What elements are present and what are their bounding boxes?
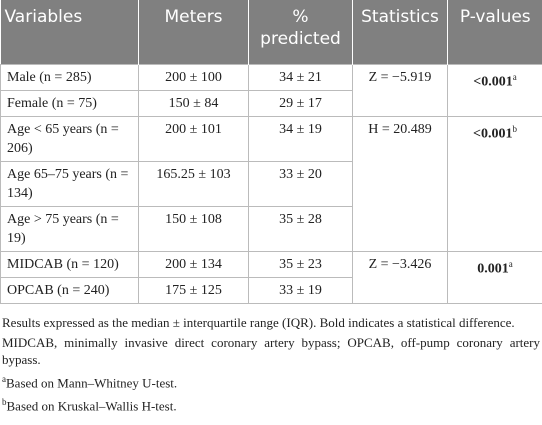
- footnote-text: Based on Kruskal–Wallis H-test.: [6, 398, 177, 414]
- table-cell: 33 ± 20: [248, 161, 353, 207]
- header-cell: Variables: [0, 0, 139, 65]
- footnote: aBased on Mann–Whitney U-test.: [2, 371, 540, 391]
- table-cell: 150 ± 84: [138, 90, 249, 117]
- p-value-cell: 0.001a: [447, 251, 542, 304]
- table-cell: OPCAB (n = 240): [0, 277, 139, 304]
- table-cell: 33 ± 19: [248, 277, 353, 304]
- footnote-marker: b: [2, 397, 7, 408]
- footnote: bBased on Kruskal–Wallis H-test.: [2, 394, 540, 414]
- header-cell: % predicted: [248, 0, 353, 65]
- table-row: Female (n = 75) 150 ± 84 29 ± 17: [0, 90, 542, 117]
- table-cell: Age 65–75 years (n = 134): [0, 161, 139, 207]
- p-value: <0.001: [473, 126, 513, 142]
- footnote-line: Results expressed as the median ± interq…: [2, 315, 515, 330]
- statistic-cell: H = 20.489: [352, 116, 448, 252]
- header-cell: Statistics: [352, 0, 448, 65]
- table-cell: 200 ± 134: [138, 251, 249, 278]
- table-cell: 165.25 ± 103: [138, 161, 249, 207]
- footnote-marker: b: [512, 124, 517, 134]
- p-value-cell: <0.001b: [447, 116, 542, 252]
- table-cell: Age < 65 years (n = 206): [0, 116, 139, 162]
- footnotes: Results expressed as the median ± interq…: [0, 304, 542, 415]
- footnote-marker: a: [512, 72, 517, 82]
- p-value-cell: <0.001a: [447, 64, 542, 117]
- table-cell: MIDCAB (n = 120): [0, 251, 139, 278]
- footnote-text: Based on Mann–Whitney U-test.: [6, 375, 178, 391]
- header-row: Variables Meters% predicted Statistics P-va…: [0, 0, 542, 65]
- p-value: <0.001: [473, 74, 513, 90]
- table-row: Age > 75 years (n = 19) 150 ± 108 35 ± 28: [0, 206, 542, 252]
- header-cell: Meters: [138, 0, 249, 65]
- table-row: MIDCAB (n = 120) 200 ± 134 35 ± 23 Z = −3.4…: [0, 251, 542, 304]
- statistic-cell: Z = −5.919: [352, 64, 448, 117]
- table-row: OPCAB (n = 240) 175 ± 125 33 ± 19: [0, 277, 542, 304]
- table-cell: Female (n = 75): [0, 90, 139, 117]
- header-cell: P-values: [447, 0, 542, 65]
- table-row: Male (n = 285) 200 ± 100 34 ± 21 Z = −5.919…: [0, 64, 542, 117]
- table-cell: 35 ± 23: [248, 251, 353, 278]
- table-cell: 34 ± 21: [248, 64, 353, 91]
- statistic-cell: Z = −3.426: [352, 251, 448, 304]
- footnote-marker: a: [2, 374, 6, 384]
- table-cell: 150 ± 108: [138, 206, 249, 252]
- footnote-line: MIDCAB, minimally invasive direct corona…: [2, 335, 540, 367]
- data-table: Variables Meters% predicted Statistics P-va…: [0, 0, 542, 304]
- table-row: Age 65–75 years (n = 134) 165.25 ± 103 33 …: [0, 161, 542, 207]
- table-cell: 200 ± 101: [138, 116, 249, 162]
- table-cell: 200 ± 100: [138, 64, 249, 91]
- table-cell: 175 ± 125: [138, 277, 249, 304]
- footnote-marker: a: [508, 259, 513, 269]
- table-cell: 34 ± 19: [248, 116, 353, 162]
- table-row: Age < 65 years (n = 206) 200 ± 101 34 ± 19…: [0, 116, 542, 252]
- table-body: Male (n = 285) 200 ± 100 34 ± 21 Z = −5.919…: [0, 64, 542, 304]
- table-cell: 35 ± 28: [248, 206, 353, 252]
- p-value: 0.001: [477, 261, 509, 277]
- table-cell: Age > 75 years (n = 19): [0, 206, 139, 252]
- table-cell: Male (n = 285): [0, 64, 139, 91]
- table-cell: 29 ± 17: [248, 90, 353, 117]
